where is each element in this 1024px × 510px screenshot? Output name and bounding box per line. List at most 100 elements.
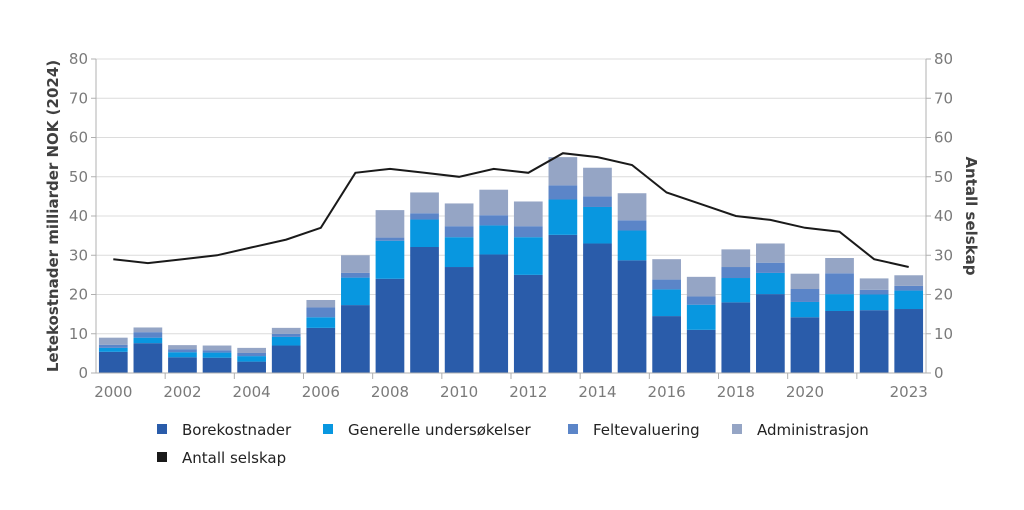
y-tick-label-right: 80 [934,50,953,68]
bar-segment [583,196,612,207]
bar-segment [721,249,751,268]
bar-segment [375,237,405,241]
bar-segment [306,327,336,373]
bar-segment [894,285,924,291]
x-tick-label: 2012 [509,383,547,401]
bar-segment [513,201,543,227]
bar-segment [617,220,647,231]
bar-segment [168,345,197,350]
y-tick-label-left: 80 [69,50,88,68]
bar-segment [686,276,716,297]
bar-segment [133,343,163,373]
bar-segment [444,237,474,268]
bar-segment [859,278,889,290]
bar-segment [306,299,336,308]
x-tick-label: 2008 [371,383,409,401]
x-tick-label: 2023 [890,383,928,401]
bar-segment [444,267,474,373]
bar-segment [756,243,785,263]
bar-segment [859,310,889,373]
bar-segment [271,327,301,334]
y-tick-label-right: 40 [934,207,953,225]
bar-segment [375,240,405,279]
bar-segment [652,316,681,373]
y-tick-label-right: 10 [934,325,953,343]
gridlines [96,58,926,335]
bar-segment [721,302,751,373]
bar-segment [410,219,439,248]
bar-segment [271,345,301,373]
bar-segment [652,259,681,280]
bar-segment [617,230,647,261]
legend-swatch [568,424,578,434]
legend-label: Generelle undersøkelser [348,421,531,439]
bar-segment [202,350,232,353]
bar-segment [894,309,924,373]
y-tick-label-left: 40 [69,207,88,225]
y-tick-label-right: 70 [934,89,953,107]
bar-segment [479,225,509,255]
bar-segment [652,289,681,317]
bar-segment [479,254,509,373]
bar-segment [617,260,647,373]
y-tick-label-right: 20 [934,286,953,304]
bar-segment [202,345,232,351]
bar-segment [341,305,370,373]
x-tick-label: 2004 [233,383,271,401]
bar-segment [756,272,785,295]
legend: Borekostnader Generelle undersøkelser Felt… [157,421,869,467]
bar-segment [237,356,266,362]
y-tick-label-left: 60 [69,129,88,147]
y-tick-label-right: 0 [934,364,944,382]
company-count-line [113,152,909,268]
legend-swatch [157,452,167,462]
bar-segment [894,275,924,286]
bar-segment [341,277,370,306]
line-antall-selskap [113,152,909,268]
y-axis-right-title: Antall selskap [962,156,980,275]
bar-segment [237,361,266,373]
bar-segment [859,289,889,295]
legend-swatch [323,424,333,434]
x-tick-label: 2014 [578,383,616,401]
bar-segment [202,352,232,358]
y-tick-label-right: 50 [934,168,953,186]
bar-segment [548,185,578,200]
bar-segment [894,290,924,310]
bar-segment [756,262,785,273]
bar-segment [548,199,578,235]
bar-segment [98,344,128,348]
bar-segment [756,294,785,373]
bar-segment [617,193,647,221]
bar-segment [98,347,128,352]
y-tick-label-left: 0 [78,364,88,382]
bar-segment [825,273,854,295]
bar-segment [686,329,716,373]
x-tick-label: 2018 [717,383,755,401]
bar-segment [133,337,163,344]
bar-segment [790,289,820,302]
bar-segment [410,213,439,220]
bar-segment [98,351,128,373]
bar-segment [513,237,543,275]
bar-segment [583,167,612,197]
bar-segment [133,327,163,333]
bar-segment [583,206,612,244]
bar-segment [721,278,751,303]
bar-segment [825,257,854,274]
bar-segment [341,272,370,278]
bar-segment [825,294,854,311]
bar-segment [306,307,336,318]
x-tick-label: 2010 [440,383,478,401]
bar-segment [168,349,197,353]
bar-segment [375,278,405,373]
bar-segment [375,210,405,238]
legend-label: Antall selskap [182,449,286,467]
bar-segment [444,226,474,238]
bar-segment [271,333,301,337]
bar-segment [825,310,854,373]
y-tick-label-left: 20 [69,286,88,304]
legend-label: Borekostnader [182,421,292,439]
